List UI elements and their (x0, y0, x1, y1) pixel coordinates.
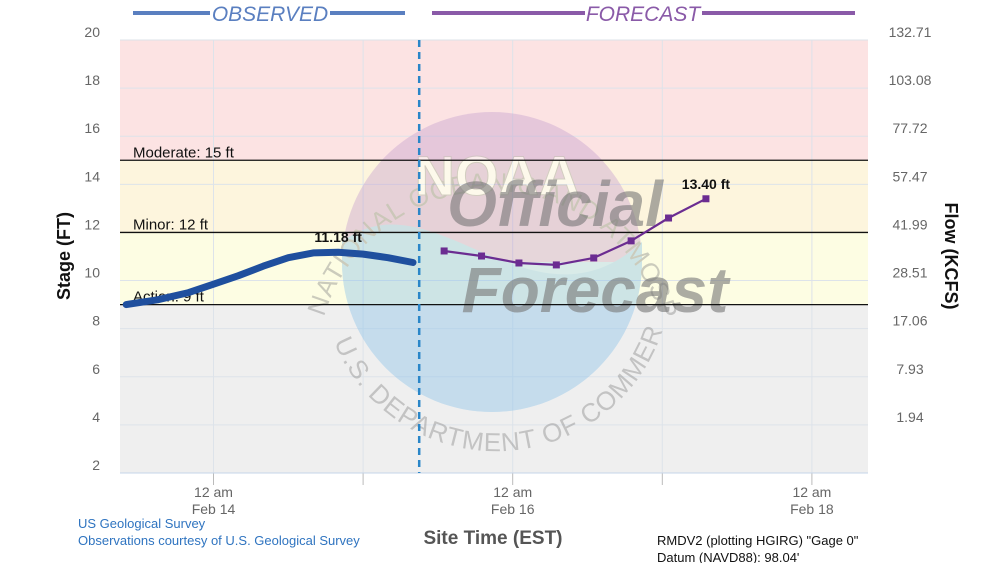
y2-tick-label: 17.06 (892, 313, 927, 329)
watermark-text: Official Forecast (447, 168, 731, 326)
watermark-logo: NOAA (415, 144, 580, 207)
y-tick-label: 12 (84, 216, 100, 232)
y-tick-label: 10 (84, 265, 100, 281)
flood-band (120, 40, 868, 161)
watermark-line: Forecast (462, 254, 731, 326)
forecast-point (627, 237, 635, 245)
background (120, 40, 868, 473)
y-tick-label: 20 (84, 24, 100, 40)
seal-bottom (342, 262, 642, 412)
seal-wave (342, 224, 642, 412)
y2-tick-label: 7.93 (896, 361, 923, 377)
forecast-point (478, 252, 486, 260)
y2-tick-label: 28.51 (892, 265, 927, 281)
data-label: 13.40 ft (682, 176, 731, 192)
forecast-point (590, 254, 598, 262)
y-tick-label: 8 (92, 313, 100, 329)
observed-header: OBSERVED (212, 3, 328, 26)
source-line: Observations courtesy of U.S. Geological… (78, 533, 360, 548)
y-tick-label: 16 (84, 120, 100, 136)
site-line: RMDV2 (plotting HGIRG) "Gage 0" (657, 533, 859, 548)
x-tick-label: 12 am Feb 14 (192, 484, 236, 517)
watermark-line: Official (447, 168, 664, 240)
y-tick-label: 2 (92, 457, 100, 473)
y2-tick-label: 77.72 (892, 120, 927, 136)
source-notes: US Geological Survey Observations courte… (78, 515, 360, 549)
y2-tick-label: 41.99 (892, 216, 927, 232)
forecast-header: FORECAST (586, 3, 703, 26)
y-axis-title: Stage (FT) (54, 212, 74, 300)
series-line (122, 248, 417, 309)
forecast-point (515, 259, 523, 267)
source-line: US Geological Survey (78, 516, 206, 531)
seal-top (342, 112, 642, 262)
flood-stage-label: Moderate: 15 ft (133, 144, 235, 161)
forecast-point (552, 261, 560, 269)
flood-band (120, 232, 868, 305)
y2-tick-label: 132.71 (889, 24, 932, 40)
flood-stage-label: Minor: 12 ft (133, 216, 209, 233)
y2-tick-label: 103.08 (889, 72, 932, 88)
forecast-point (702, 195, 710, 203)
y2-tick-label: 57.47 (892, 168, 927, 184)
forecast-point (665, 214, 673, 222)
y2-axis-title: Flow (KCFS) (941, 203, 961, 310)
x-axis-title: Site Time (EST) (423, 528, 562, 549)
series-line (443, 197, 707, 266)
forecast-point (440, 247, 448, 255)
y-tick-label: 18 (84, 72, 100, 88)
x-tick-label: 12 am Feb 16 (491, 484, 535, 517)
y-tick-label: 4 (92, 409, 100, 425)
site-line: Datum (NAVD88): 98.04' (657, 550, 800, 563)
y2-tick-label: 1.94 (896, 409, 923, 425)
band-below-action (120, 304, 868, 473)
site-notes: RMDV2 (plotting HGIRG) "Gage 0" Datum (N… (657, 532, 858, 563)
y-tick-label: 14 (84, 168, 100, 184)
data-label: 11.18 ft (314, 229, 362, 245)
y-tick-label: 6 (92, 361, 100, 377)
x-tick-label: 12 am Feb 18 (790, 484, 834, 517)
flood-band (120, 160, 868, 233)
